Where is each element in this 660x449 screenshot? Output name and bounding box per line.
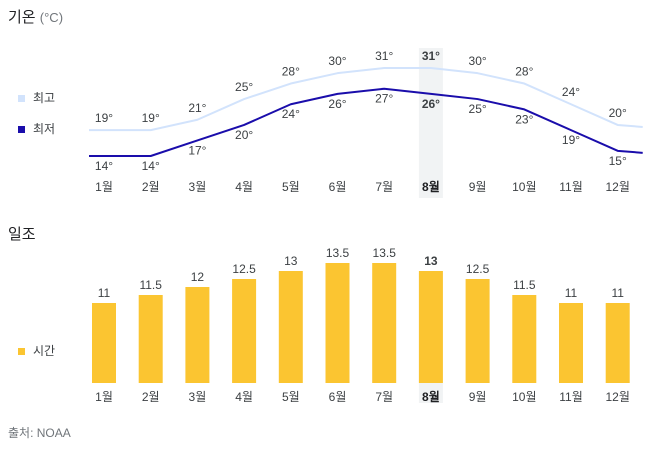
data-label-low: 19° [562, 133, 580, 147]
data-label: 13 [284, 254, 298, 268]
x-tick-label: 8월 [422, 389, 440, 404]
data-label-high: 31° [375, 49, 393, 63]
x-tick-label: 12월 [606, 390, 630, 404]
data-label-low: 14° [142, 159, 160, 173]
series-line-low [89, 87, 643, 157]
data-label-high: 19° [95, 111, 113, 125]
x-tick-label: 9월 [469, 180, 487, 194]
temperature-unit: (°C) [39, 10, 64, 25]
bar [465, 279, 490, 383]
data-label-low: 24° [282, 107, 300, 121]
x-tick-label: 7월 [375, 180, 393, 194]
x-tick-label: 12월 [606, 180, 630, 194]
legend-label-1: 최저 [33, 122, 55, 136]
x-tick-label: 10월 [512, 390, 536, 404]
legend-label-sunshine: 시간 [33, 344, 55, 358]
data-label: 11.5 [513, 278, 536, 292]
data-label: 11 [565, 286, 578, 300]
x-tick-label: 4월 [235, 390, 253, 404]
x-tick-label: 4월 [235, 180, 253, 194]
series-line-high [89, 67, 643, 132]
legend-swatch-sunshine [18, 348, 25, 355]
data-label-high: 28° [282, 65, 300, 79]
x-tick-label: 6월 [329, 390, 347, 404]
x-tick-label: 3월 [189, 180, 207, 194]
bar [278, 271, 303, 383]
x-tick-label: 6월 [329, 180, 347, 194]
bar [325, 263, 350, 383]
data-label: 12 [191, 270, 205, 284]
x-tick-label: 3월 [189, 390, 207, 404]
x-tick-label: 2월 [142, 390, 160, 404]
bar [232, 279, 257, 383]
x-tick-label: 5월 [282, 180, 300, 194]
x-tick-label: 1월 [95, 180, 113, 194]
data-label-low: 17° [188, 143, 206, 157]
data-label-low: 27° [375, 92, 393, 106]
data-label: 11 [611, 286, 624, 300]
data-label-high: 30° [469, 54, 487, 68]
x-tick-label: 9월 [469, 390, 487, 404]
data-label-low: 20° [235, 128, 253, 142]
x-tick-label: 5월 [282, 390, 300, 404]
data-label-high: 21° [188, 101, 206, 115]
data-label-low: 14° [95, 159, 113, 173]
data-label: 13.5 [373, 246, 397, 260]
data-label: 12.5 [232, 262, 256, 276]
data-label-low: 26° [422, 97, 440, 111]
data-label-low: 15° [609, 154, 627, 168]
data-label: 12.5 [466, 262, 490, 276]
x-tick-label: 1월 [95, 390, 113, 404]
legend-swatch-1 [18, 126, 25, 133]
source-note: 출처: NOAA [8, 426, 71, 440]
bar [138, 295, 163, 383]
bar [559, 303, 583, 383]
legend-swatch-0 [18, 95, 25, 102]
legend-label-0: 최고 [33, 91, 55, 105]
data-label-low: 23° [515, 112, 533, 126]
temperature-title-text: 기온 [8, 9, 36, 26]
data-label-high: 20° [609, 106, 627, 120]
x-tick-label: 11월 [559, 180, 583, 194]
bar [512, 295, 537, 383]
data-label-low: 25° [469, 102, 487, 116]
data-label: 13 [424, 254, 438, 268]
bar [418, 271, 443, 383]
x-tick-label: 10월 [512, 180, 536, 194]
data-label-high: 30° [328, 54, 346, 68]
x-tick-label: 11월 [559, 390, 583, 404]
data-label-low: 26° [328, 97, 346, 111]
data-label: 11 [98, 286, 111, 300]
x-tick-label: 2월 [142, 180, 160, 194]
bar [605, 303, 630, 383]
data-label-high: 19° [142, 111, 160, 125]
temperature-title: 기온 (°C) [8, 6, 63, 27]
data-label: 11.5 [139, 278, 162, 292]
data-label-high: 31° [422, 49, 440, 63]
x-tick-label: 8월 [422, 179, 440, 194]
data-label-high: 24° [562, 85, 580, 99]
sunshine-title: 일조 [8, 226, 36, 243]
x-tick-label: 7월 [375, 390, 393, 404]
data-label-high: 28° [515, 65, 533, 79]
selected-month-highlight [418, 48, 443, 198]
bar [185, 287, 210, 383]
data-label-high: 25° [235, 80, 253, 94]
data-label: 13.5 [326, 246, 350, 260]
bar [372, 263, 397, 383]
bar [92, 303, 116, 383]
